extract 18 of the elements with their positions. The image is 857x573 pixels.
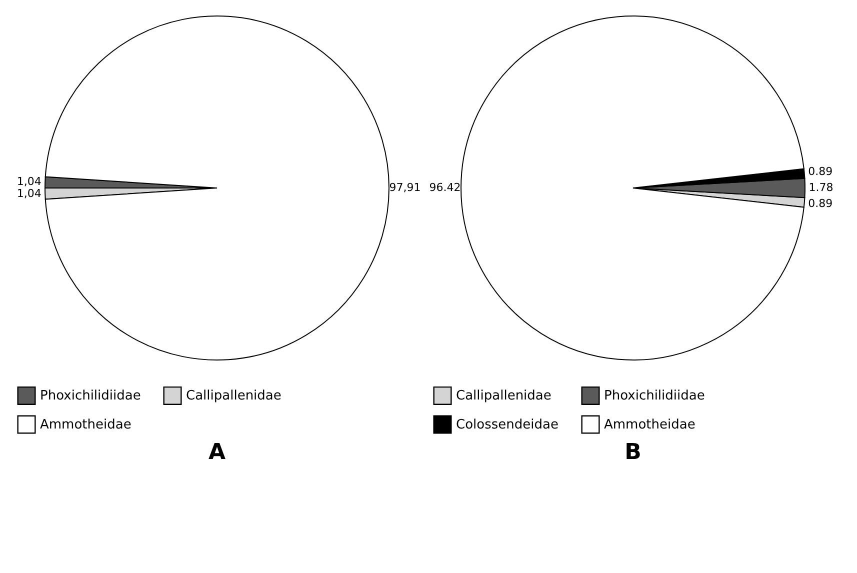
legend-label: Callipallenidae — [186, 388, 282, 404]
legend-label: Phoxichilidiidae — [604, 388, 705, 404]
legend-label: Ammotheidae — [40, 418, 132, 432]
data-label: 0.89 — [808, 196, 833, 210]
data-label: 97,91 — [389, 181, 421, 194]
data-label: 1,04 — [16, 187, 42, 200]
text: B — [624, 440, 642, 465]
text: A — [208, 440, 226, 465]
pie-slice — [44, 16, 390, 360]
legend-label: Colossendeidae — [456, 418, 558, 432]
legend-label: Callipallenidae — [456, 388, 552, 404]
legend-label: Phoxichilidiidae — [40, 388, 141, 404]
data-label: 1.78 — [808, 180, 834, 194]
data-label: 96.42 — [429, 181, 461, 194]
pie-slice — [460, 16, 804, 360]
legend-label: Ammotheidae — [604, 418, 696, 432]
data-label: 0.89 — [808, 165, 833, 178]
data-label: 1,04 — [16, 174, 42, 188]
